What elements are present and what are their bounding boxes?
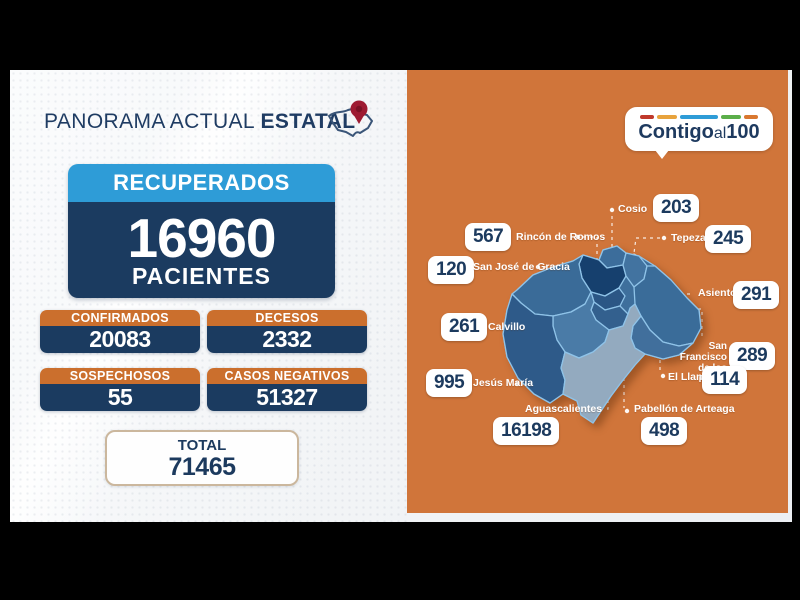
map-label-asientos: Asientos: [698, 287, 743, 299]
stats-panel: PANORAMA ACTUAL ESTATAL RECUPERADOS 1696…: [10, 70, 407, 522]
page-title-regular: PANORAMA ACTUAL: [44, 110, 255, 133]
page-title: PANORAMA ACTUAL ESTATAL: [44, 110, 355, 134]
map-label-pabellon-de-arteaga: Pabellón de Arteaga: [634, 403, 735, 415]
map-label-aguascalientes: Aguascalientes: [525, 403, 603, 415]
logo-text: Contigoal100: [638, 122, 759, 144]
map-label-tepezala: Tepezalá: [671, 232, 715, 244]
map-value-tepezala: 245: [705, 225, 752, 253]
stat-value: 55: [40, 384, 200, 411]
logo-number: 100: [726, 120, 760, 143]
aguascalientes-state-map: [502, 207, 703, 424]
logo-dash-blue: [680, 114, 718, 119]
stat-label: DECESOS: [207, 310, 367, 326]
stat-box-decesos: DECESOS 2332: [207, 310, 367, 353]
stat-box-casos-negativos: CASOS NEGATIVOS 51327: [207, 368, 367, 411]
map-value-calvillo: 261: [441, 313, 488, 341]
recovered-value: 16960: [127, 207, 277, 269]
total-value: 71465: [168, 452, 236, 481]
stat-box-sospechosos: SOSPECHOSOS 55: [40, 368, 200, 411]
recovered-body: 16960 PACIENTES: [68, 202, 335, 298]
logo-dash-orange: [744, 114, 758, 119]
contigo-al-100-logo: Contigoal100: [625, 107, 773, 151]
stat-value: 20083: [40, 326, 200, 353]
stat-value: 2332: [207, 326, 367, 353]
map-value-jesus-maria: 995: [426, 369, 473, 397]
logo-speech-tail: [655, 150, 669, 159]
municipality-shapes: [502, 245, 702, 424]
stat-label: SOSPECHOSOS: [40, 368, 200, 384]
recovered-unit: PACIENTES: [132, 263, 271, 289]
map-label-calvillo: Calvillo: [488, 321, 526, 333]
region-aguascalientes: [560, 303, 646, 424]
map-value-san-jose-de-gracia: 120: [428, 256, 475, 284]
logo-color-dashes: [640, 114, 758, 119]
map-value-aguascalientes: 16198: [493, 417, 560, 445]
map-value-el-llano: 114: [702, 366, 748, 394]
stat-label: CASOS NEGATIVOS: [207, 368, 367, 384]
stat-value: 51327: [207, 384, 367, 411]
recovered-box: RECUPERADOS 16960 PACIENTES: [68, 164, 335, 298]
recovered-header: RECUPERADOS: [68, 164, 335, 202]
logo-dash-red: [640, 114, 654, 119]
logo-dash-green: [721, 114, 741, 119]
map-panel: Cosio 203 567 Rincón de Romos Tepezalá 2…: [407, 70, 788, 513]
map-value-pabellon-de-arteaga: 498: [641, 417, 688, 445]
stat-box-confirmados: CONFIRMADOS 20083: [40, 310, 200, 353]
infographic-card: PANORAMA ACTUAL ESTATAL RECUPERADOS 1696…: [10, 70, 792, 522]
map-label-jesus-maria: Jesús María: [473, 377, 534, 389]
logo-dash-amber: [657, 114, 677, 119]
map-value-cosio: 203: [653, 194, 700, 222]
total-label: TOTAL: [177, 436, 227, 454]
stat-label: CONFIRMADOS: [40, 310, 200, 326]
map-value-san-francisco-de-los-romo: 289: [729, 342, 776, 370]
logo-brand: Contigo: [638, 120, 714, 143]
region-calvillo: [502, 293, 566, 404]
map-value-asientos: 291: [733, 281, 780, 309]
logo-mid: al: [713, 124, 727, 142]
map-label-line1: San Francisco: [679, 341, 727, 363]
map-label-rincon-de-romos: Rincón de Romos: [516, 231, 606, 243]
map-label-san-jose-de-gracia: San José de Gracia: [473, 261, 570, 273]
total-box: TOTAL 71465: [105, 430, 299, 486]
map-value-rincon-de-romos: 567: [465, 223, 512, 251]
page-title-bold: ESTATAL: [260, 110, 356, 133]
map-label-el-llano: El Llano: [668, 371, 709, 383]
mexico-map-pin-icon: [328, 100, 373, 137]
map-label-cosio: Cosio: [618, 203, 648, 215]
